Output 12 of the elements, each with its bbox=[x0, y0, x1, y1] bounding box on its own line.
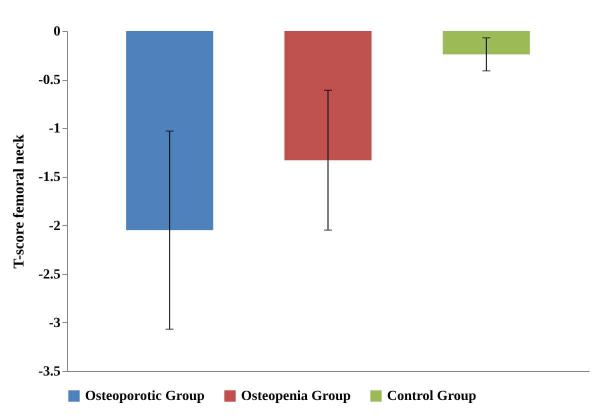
y-tick-label: -3.5 bbox=[38, 364, 60, 380]
y-tick-label: -2.5 bbox=[38, 267, 60, 282]
y-axis-title: T-score femoral neck bbox=[11, 134, 28, 269]
y-tick-label: -1.5 bbox=[38, 170, 60, 186]
y-tick-label: -3 bbox=[48, 316, 60, 331]
y-tick-label: -0.5 bbox=[38, 73, 60, 88]
y-tick-label: -1 bbox=[48, 122, 60, 137]
y-tick-label: 0 bbox=[54, 24, 60, 40]
legend-label: Control Group bbox=[387, 389, 477, 404]
legend-label: Osteopenia Group bbox=[241, 389, 352, 404]
y-tick-label: -2 bbox=[48, 218, 60, 234]
legend-label: Osteoporotic Group bbox=[85, 389, 205, 404]
